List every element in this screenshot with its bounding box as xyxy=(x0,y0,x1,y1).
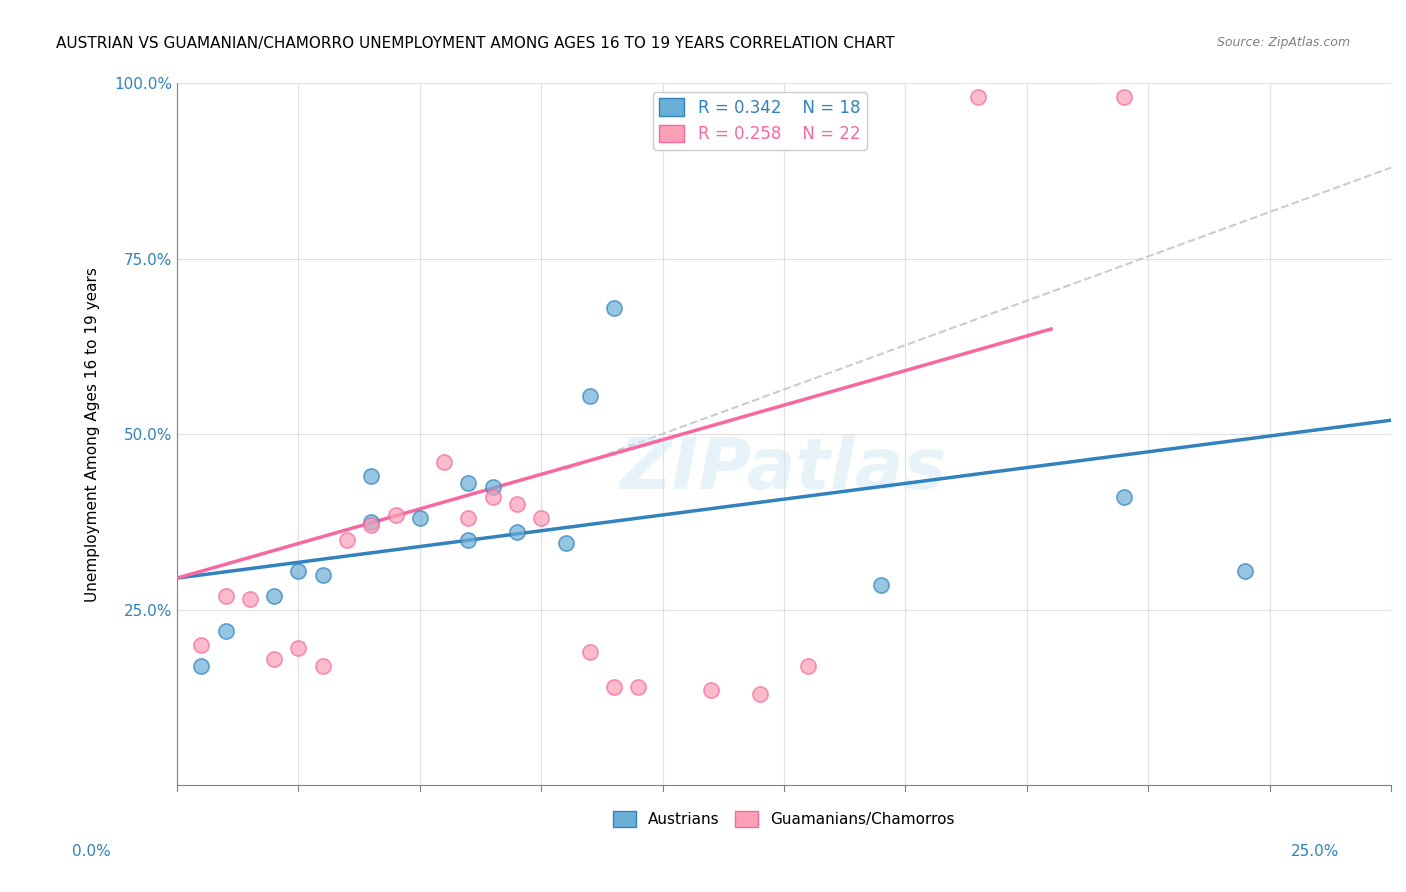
Legend: Austrians, Guamanians/Chamorros: Austrians, Guamanians/Chamorros xyxy=(607,805,960,834)
Text: 25.0%: 25.0% xyxy=(1291,845,1339,859)
Point xyxy=(748,687,770,701)
Point xyxy=(263,589,285,603)
Point xyxy=(1112,90,1135,104)
Point xyxy=(433,455,456,469)
Point xyxy=(336,533,359,547)
Text: AUSTRIAN VS GUAMANIAN/CHAMORRO UNEMPLOYMENT AMONG AGES 16 TO 19 YEARS CORRELATIO: AUSTRIAN VS GUAMANIAN/CHAMORRO UNEMPLOYM… xyxy=(56,36,894,51)
Point xyxy=(190,638,212,652)
Text: Source: ZipAtlas.com: Source: ZipAtlas.com xyxy=(1216,36,1350,49)
Point xyxy=(239,592,262,607)
Point xyxy=(409,511,432,525)
Point xyxy=(797,658,820,673)
Point xyxy=(457,533,479,547)
Point xyxy=(287,641,309,656)
Point xyxy=(506,498,529,512)
Point xyxy=(263,652,285,666)
Point xyxy=(481,491,503,505)
Point xyxy=(967,90,990,104)
Point xyxy=(1112,491,1135,505)
Point xyxy=(360,518,382,533)
Point xyxy=(530,511,553,525)
Point xyxy=(627,680,650,694)
Point xyxy=(554,536,576,550)
Point xyxy=(870,578,893,592)
Text: ZIPatlas: ZIPatlas xyxy=(620,434,948,504)
Point xyxy=(578,389,600,403)
Point xyxy=(457,511,479,525)
Point xyxy=(1234,564,1257,578)
Point xyxy=(506,525,529,540)
Point xyxy=(360,469,382,483)
Point xyxy=(312,658,335,673)
Point xyxy=(312,567,335,582)
Point xyxy=(287,564,309,578)
Point xyxy=(603,680,626,694)
Point xyxy=(603,301,626,315)
Point xyxy=(700,683,723,698)
Text: 0.0%: 0.0% xyxy=(72,845,111,859)
Point xyxy=(384,508,406,522)
Point xyxy=(481,480,503,494)
Point xyxy=(578,645,600,659)
Point xyxy=(360,515,382,529)
Point xyxy=(214,624,236,638)
Point xyxy=(457,476,479,491)
Point xyxy=(190,658,212,673)
Y-axis label: Unemployment Among Ages 16 to 19 years: Unemployment Among Ages 16 to 19 years xyxy=(86,267,100,602)
Point xyxy=(214,589,236,603)
